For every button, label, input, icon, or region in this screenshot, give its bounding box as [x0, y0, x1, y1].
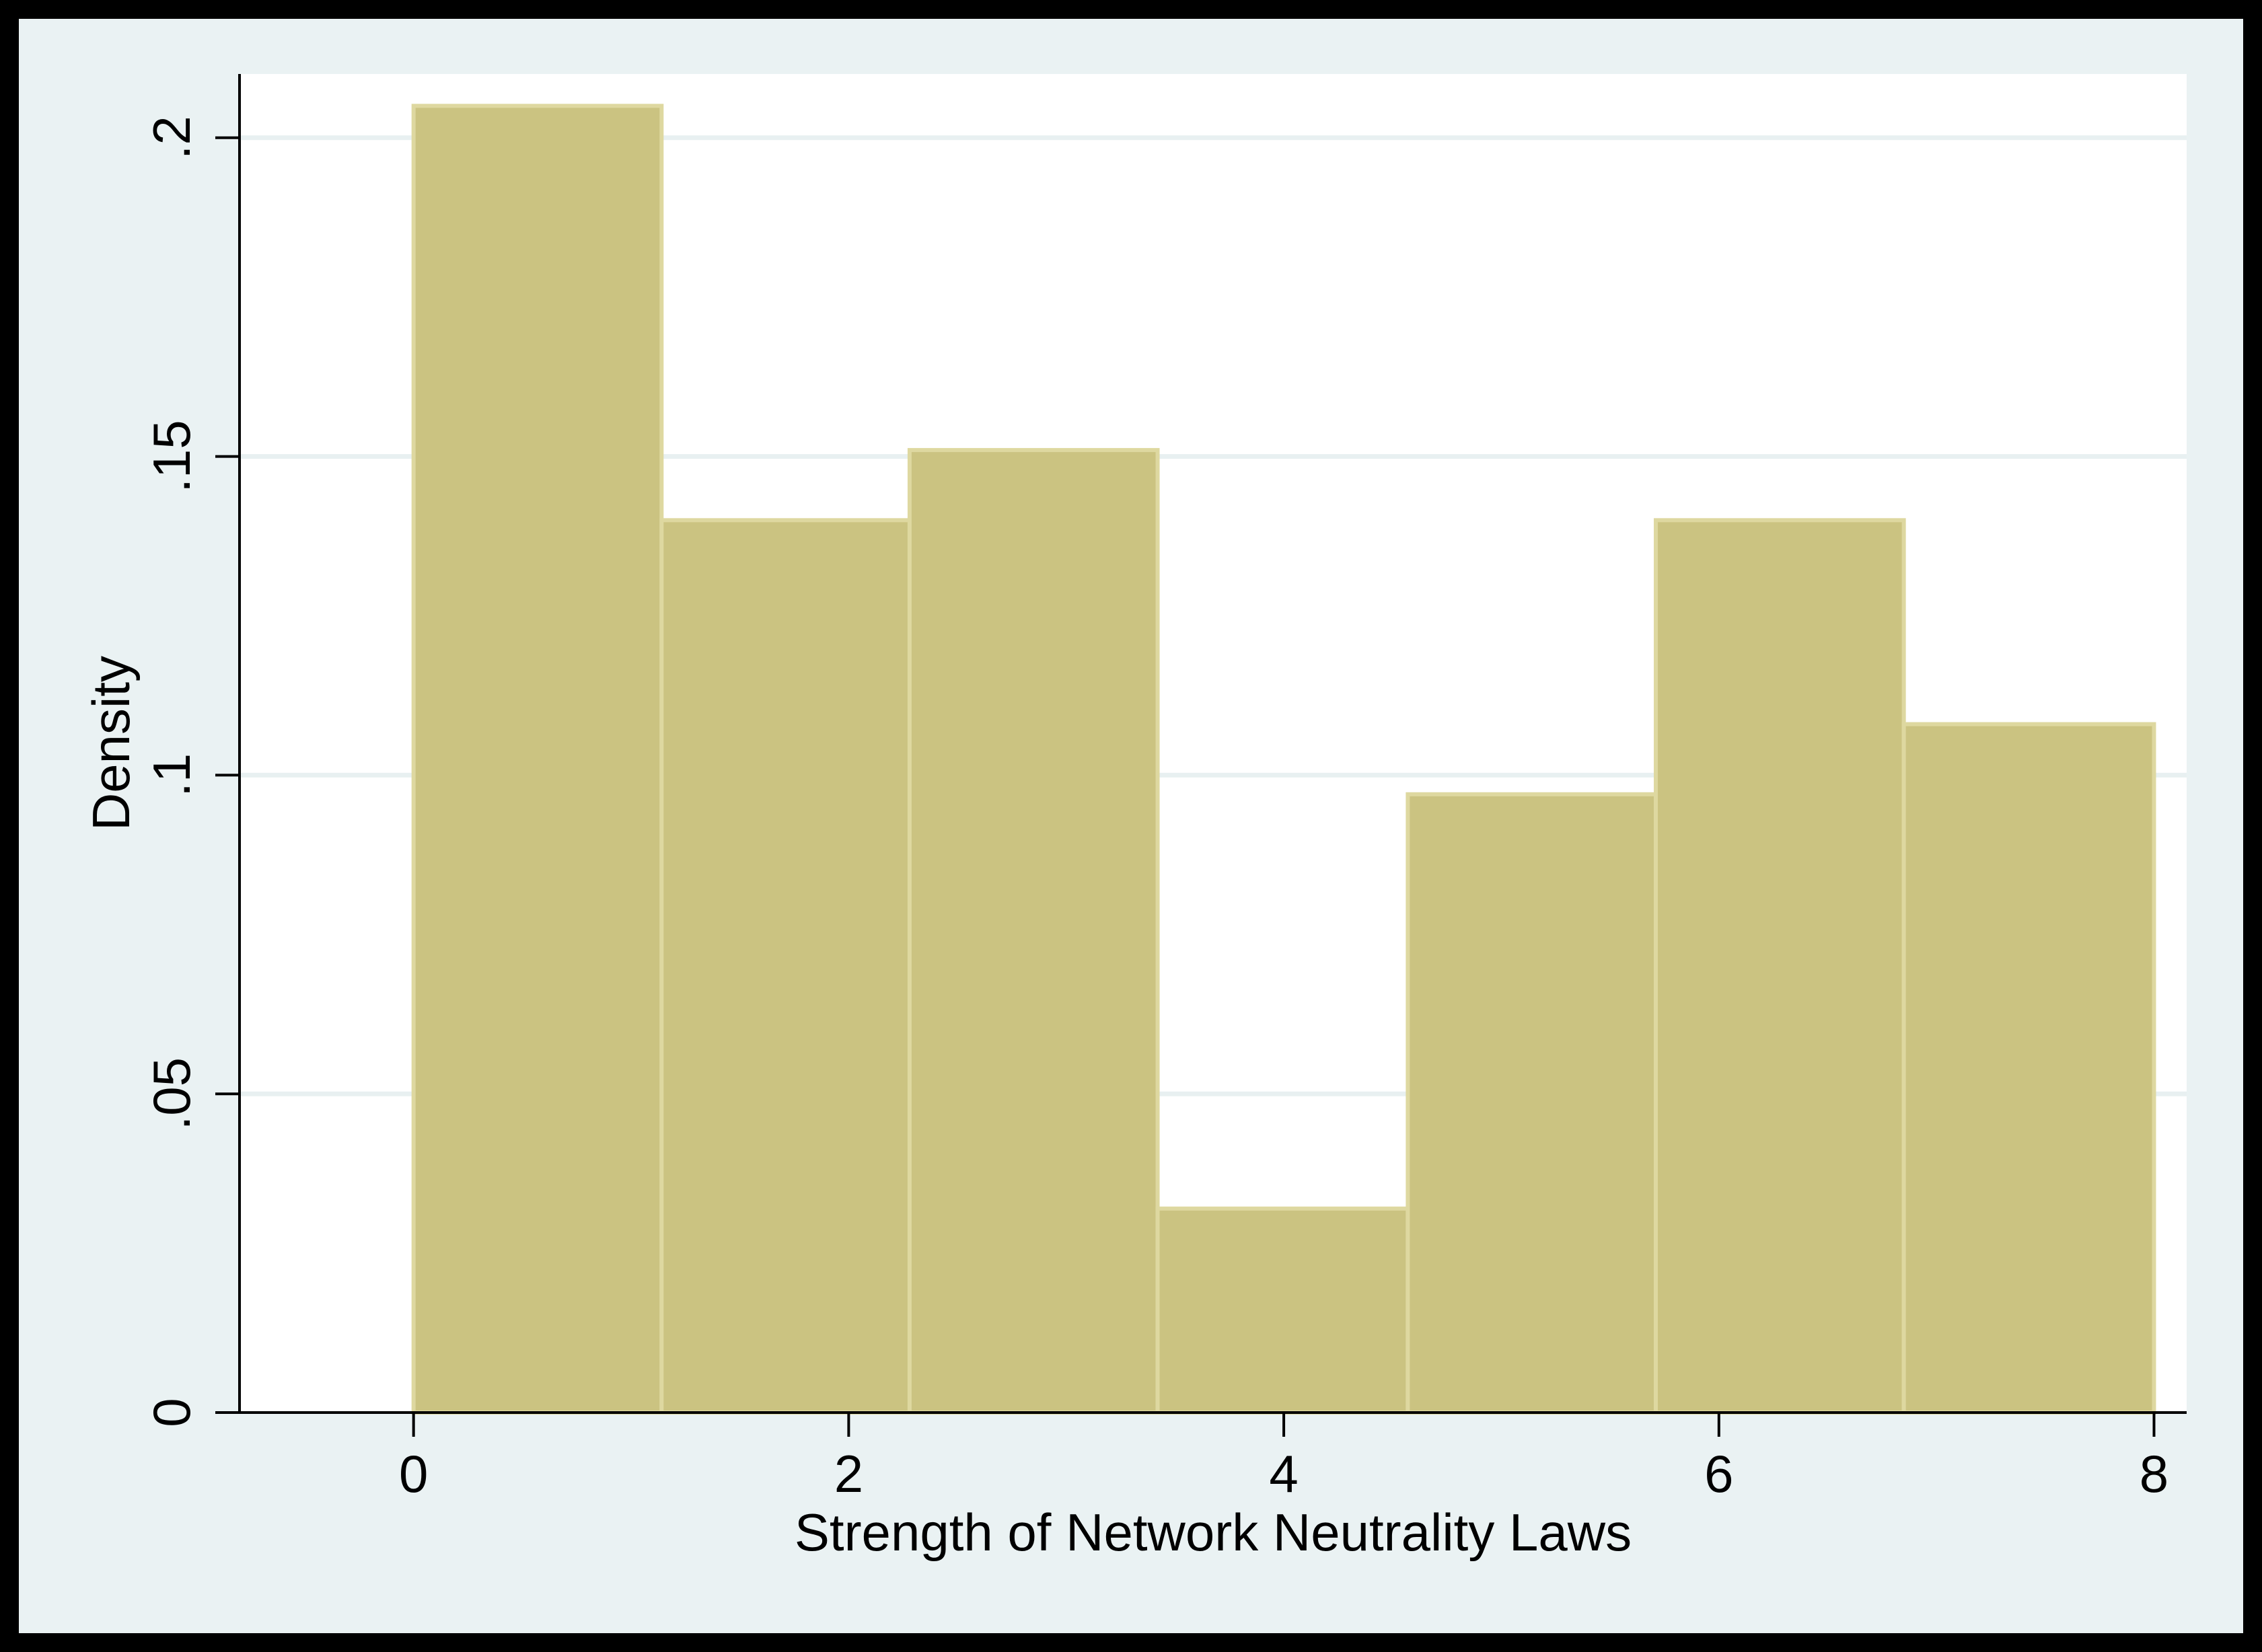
ticks: 0 2 4 6 8 0 .05 .1 .15 .2	[142, 116, 2168, 1503]
histogram-bar	[659, 518, 912, 1415]
x-tick-label: 8	[2140, 1444, 2168, 1503]
histogram-bar	[1901, 722, 2156, 1415]
x-tick-label: 4	[1269, 1444, 1298, 1503]
y-tick-label: 0	[142, 1398, 201, 1427]
x-tick-label: 2	[834, 1444, 863, 1503]
bars	[411, 104, 2156, 1415]
y-tick-label: .2	[142, 116, 201, 159]
x-axis-title: Strength of Network Neutrality Laws	[795, 1503, 1632, 1562]
x-tick-label: 0	[399, 1444, 428, 1503]
histogram-bar	[1654, 518, 1906, 1415]
x-tick-label: 6	[1704, 1444, 1733, 1503]
y-axis-title: Density	[81, 656, 141, 831]
y-tick-label: .1	[142, 753, 201, 797]
y-tick-label: .05	[142, 1057, 201, 1130]
histogram-bar	[907, 448, 1160, 1415]
axes	[215, 74, 2187, 1414]
histogram-bar	[1406, 792, 1658, 1415]
histogram-bar	[411, 104, 664, 1415]
histogram-bar	[1155, 1206, 1410, 1415]
y-tick-label: .15	[142, 420, 201, 492]
